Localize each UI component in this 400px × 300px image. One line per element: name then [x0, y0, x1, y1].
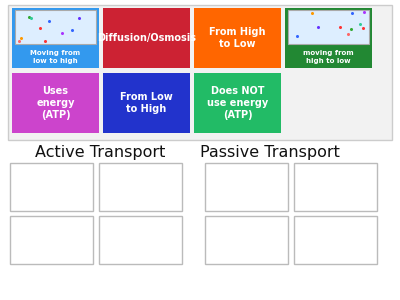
Text: Uses
energy
(ATP): Uses energy (ATP)	[36, 86, 75, 120]
Bar	[12, 8, 99, 68]
Bar	[8, 5, 392, 140]
Bar	[103, 73, 190, 133]
Bar	[99, 216, 182, 264]
Text: From High
to Low: From High to Low	[209, 27, 266, 49]
Bar	[294, 163, 377, 211]
Text: Does NOT
use energy
(ATP): Does NOT use energy (ATP)	[207, 86, 268, 120]
Bar	[10, 216, 93, 264]
Bar	[205, 163, 288, 211]
Text: Diffusion/Osmosis: Diffusion/Osmosis	[97, 33, 196, 43]
Text: Passive Transport: Passive Transport	[200, 145, 340, 160]
Text: From Low
to High: From Low to High	[120, 92, 173, 114]
Bar	[15, 10, 96, 44]
Bar	[294, 216, 377, 264]
Bar	[10, 163, 93, 211]
Bar	[12, 73, 99, 133]
Bar	[285, 8, 372, 68]
Bar	[194, 73, 281, 133]
Bar	[103, 8, 190, 68]
Bar	[99, 163, 182, 211]
Text: Active Transport: Active Transport	[35, 145, 165, 160]
Bar	[205, 216, 288, 264]
Bar	[288, 10, 369, 44]
Bar	[194, 8, 281, 68]
Text: Moving from
low to high: Moving from low to high	[30, 50, 80, 64]
Text: moving from
high to low: moving from high to low	[303, 50, 354, 64]
